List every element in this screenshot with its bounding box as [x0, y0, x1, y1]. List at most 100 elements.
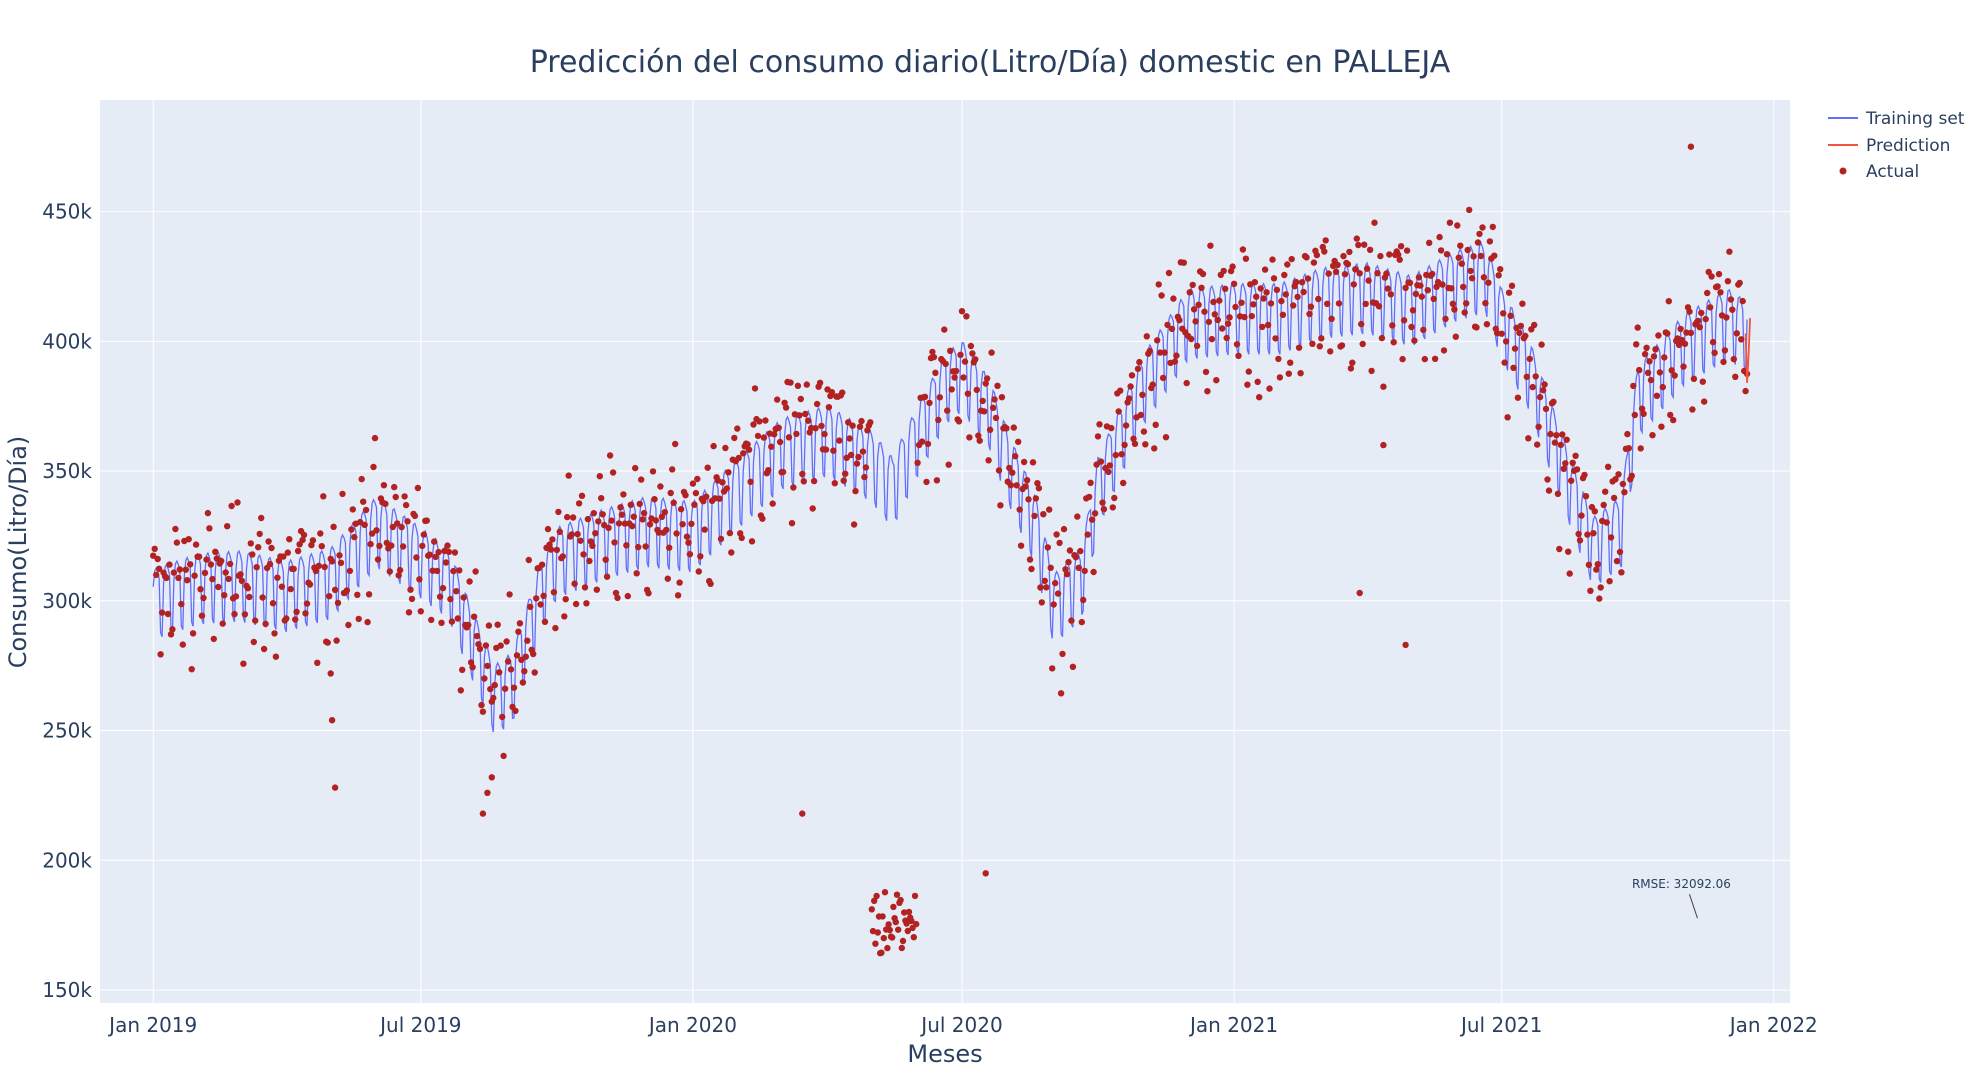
- actual-point: [719, 479, 726, 486]
- actual-point: [960, 374, 967, 381]
- actual-point: [1032, 495, 1040, 502]
- actual-point: [1156, 349, 1164, 356]
- actual-point: [1708, 273, 1715, 280]
- actual-point: [981, 408, 988, 415]
- actual-point: [771, 431, 778, 438]
- legend-item-actual[interactable]: Actual: [1839, 162, 1920, 182]
- actual-point: [544, 525, 552, 533]
- actual-point: [908, 917, 915, 925]
- actual-point: [533, 595, 540, 602]
- actual-point: [1430, 295, 1437, 303]
- actual-point: [986, 426, 994, 433]
- actual-point: [589, 542, 596, 549]
- actual-point: [889, 934, 896, 941]
- actual-point: [1374, 270, 1381, 277]
- actual-point: [436, 593, 444, 600]
- actual-point: [1363, 265, 1371, 272]
- actual-point: [1365, 277, 1372, 284]
- actual-point: [856, 423, 864, 430]
- actual-point: [930, 353, 938, 361]
- actual-point: [512, 707, 519, 715]
- actual-point: [255, 544, 262, 551]
- actual-point: [664, 575, 671, 582]
- legend-item-training[interactable]: Training set: [1828, 109, 1965, 129]
- actual-point: [661, 509, 668, 516]
- actual-point: [1158, 292, 1165, 299]
- actual-point: [1049, 665, 1056, 672]
- actual-point: [1634, 324, 1641, 331]
- actual-point: [975, 432, 982, 439]
- chart-title: Predicción del consumo diario(Litro/Día)…: [530, 45, 1451, 80]
- actual-point: [274, 574, 281, 581]
- actual-point: [546, 541, 553, 548]
- actual-point: [1507, 312, 1514, 319]
- actual-point: [1675, 341, 1683, 349]
- actual-point: [1489, 223, 1497, 231]
- actual-point: [910, 934, 917, 941]
- actual-point: [1105, 468, 1112, 476]
- actual-point: [862, 464, 870, 471]
- actual-point: [1443, 251, 1451, 258]
- actual-point: [692, 489, 700, 497]
- actual-point: [303, 600, 311, 607]
- actual-point: [1349, 359, 1356, 366]
- actual-point: [1128, 372, 1136, 379]
- actual-point: [1594, 561, 1602, 568]
- actual-point: [1610, 494, 1618, 502]
- actual-point: [1117, 387, 1124, 394]
- actual-point: [1557, 441, 1565, 449]
- actual-point: [491, 681, 498, 689]
- actual-point: [779, 468, 787, 476]
- actual-point: [1359, 340, 1366, 348]
- actual-point: [1541, 381, 1548, 388]
- actual-point: [182, 566, 189, 573]
- actual-point: [1550, 398, 1557, 405]
- actual-point: [1224, 320, 1232, 327]
- legend[interactable]: Training set Prediction Actual: [1828, 109, 1965, 182]
- actual-point: [1668, 367, 1675, 374]
- actual-point: [1653, 392, 1661, 399]
- actual-point: [1615, 471, 1622, 478]
- actual-point: [768, 443, 775, 450]
- actual-point: [1647, 376, 1655, 384]
- legend-item-prediction[interactable]: Prediction: [1828, 136, 1950, 156]
- actual-point: [173, 539, 181, 546]
- actual-point: [571, 580, 578, 587]
- actual-point: [1193, 342, 1201, 350]
- actual-point: [499, 713, 506, 721]
- actual-point: [1257, 285, 1264, 292]
- actual-point: [191, 572, 198, 579]
- actual-point: [153, 571, 160, 579]
- actual-point: [1696, 324, 1704, 331]
- actual-point: [1458, 260, 1466, 267]
- actual-point: [184, 577, 191, 584]
- actual-point: [1501, 359, 1508, 366]
- actual-point: [249, 551, 256, 558]
- actual-point: [1440, 347, 1448, 354]
- actual-point: [1041, 577, 1049, 584]
- actual-point: [1437, 247, 1445, 254]
- actual-point: [500, 752, 507, 760]
- actual-point: [370, 463, 377, 471]
- y-tick-label: 200k: [42, 848, 92, 872]
- actual-point: [1261, 266, 1269, 273]
- actual-point: [1742, 387, 1749, 395]
- actual-point: [1295, 344, 1303, 351]
- actual-point: [1149, 381, 1156, 388]
- actual-point: [1386, 251, 1393, 258]
- actual-point: [1575, 530, 1582, 538]
- actual-point: [892, 918, 899, 926]
- actual-point: [1356, 589, 1363, 597]
- actual-point: [688, 520, 695, 527]
- actual-point: [1661, 354, 1668, 361]
- actual-point: [166, 561, 173, 568]
- actual-point: [1473, 324, 1480, 331]
- actual-point: [1180, 259, 1188, 266]
- actual-point: [439, 584, 447, 592]
- actual-point: [1188, 335, 1195, 343]
- actual-point: [1619, 480, 1627, 488]
- actual-point: [504, 658, 512, 665]
- axis-ticks: 150k 200k 250k 300k 350k 400k 450k Jan 2019 Jul …: [42, 200, 1818, 1037]
- actual-point: [195, 553, 203, 560]
- actual-point: [1088, 516, 1096, 523]
